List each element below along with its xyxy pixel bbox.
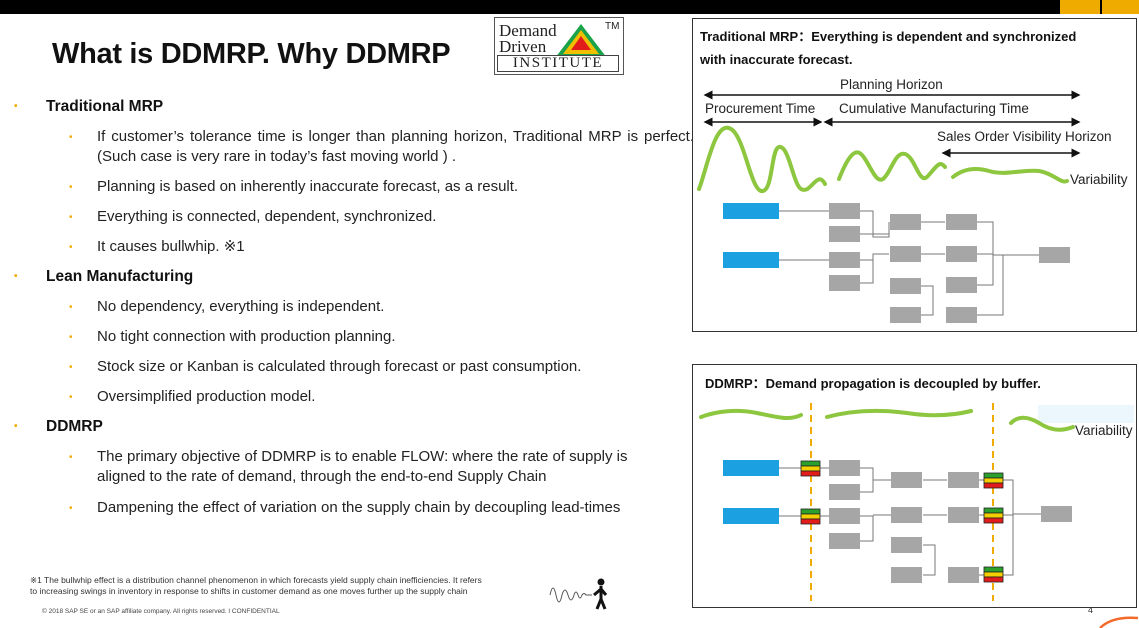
page-number: 4	[1088, 605, 1094, 615]
connector-lines	[779, 210, 1039, 316]
procurement-time-label: Procurement Time	[705, 101, 816, 116]
connector-lines	[779, 467, 1041, 576]
list-item: • Stock size or Kanban is calculated thro…	[69, 358, 582, 375]
sales-visibility-label: Sales Order Visibility Horizon	[937, 129, 1112, 144]
list-item: • No dependency, everything is independen…	[69, 298, 385, 315]
panel-title-line: with inaccurate forecast.	[700, 52, 853, 67]
node-boxes	[829, 203, 1070, 323]
top-bar-accent	[1102, 0, 1139, 14]
list-item: • The primary objective of DDMRP is to en…	[69, 448, 628, 485]
panel-title: DDMRP：Demand propagation is decoupled by…	[705, 376, 1041, 391]
buffer-icons	[800, 460, 1004, 583]
footnote-line: to increasing swings in inventory in res…	[30, 586, 468, 596]
panel-title-line: Traditional MRP：Everything is dependent …	[700, 29, 1077, 44]
copyright: © 2018 SAP SE or an SAP affiliate compan…	[42, 608, 280, 615]
source-boxes	[723, 460, 779, 524]
variability-label: Variability	[1070, 172, 1128, 187]
logo-trademark: TM	[605, 21, 620, 32]
buffer-lines	[810, 403, 994, 601]
top-bar	[0, 0, 1139, 14]
ddmrp-panel: DDMRP：Demand propagation is decoupled by…	[692, 364, 1137, 608]
buffer-icon	[983, 507, 1004, 524]
list-item: • Everything is connected, dependent, syn…	[69, 208, 437, 225]
buffer-icon	[800, 508, 821, 525]
traditional-mrp-diagram	[697, 90, 1081, 323]
planning-horizon-label: Planning Horizon	[840, 77, 943, 92]
variability-waves	[699, 408, 1075, 432]
footnote: ※1 The bullwhip effect is a distribution…	[30, 575, 550, 597]
buffer-icon	[983, 472, 1004, 489]
top-bar-accent	[1060, 0, 1100, 14]
list-item: • Dampening the effect of variation on th…	[69, 499, 621, 516]
corner-swoosh-icon	[1099, 616, 1139, 628]
ddmrp-diagram	[699, 403, 1134, 601]
list-item: • Oversimplified production model.	[69, 388, 316, 405]
logo-text-line1: Demand	[499, 21, 557, 40]
logo-triangle-icon	[555, 24, 607, 58]
cumulative-time-label: Cumulative Manufacturing Time	[839, 101, 1029, 116]
list-item: • Planning is based on inherently inaccur…	[69, 178, 519, 195]
logo-text-line2: Driven	[499, 37, 547, 56]
logo-text-institute: INSTITUTE	[497, 55, 619, 72]
traditional-mrp-panel: Traditional MRP：Everything is dependent …	[692, 18, 1137, 332]
variability-waves	[697, 125, 1069, 193]
slide-title: What is DDMRP. Why DDMRP	[52, 38, 451, 70]
node-boxes	[829, 460, 1072, 583]
source-boxes	[723, 203, 779, 268]
highlight-strip	[1038, 405, 1134, 423]
variability-label: Variability	[1075, 423, 1133, 438]
buffer-icon	[983, 566, 1004, 583]
list-item: • It causes bullwhip. ※1	[69, 238, 245, 255]
buffer-icon	[800, 460, 821, 477]
demand-driven-institute-logo: Demand Driven TM INSTITUTE	[494, 17, 624, 75]
footnote-line: ※1 The bullwhip effect is a distribution…	[30, 575, 482, 585]
list-item: • No tight connection with production pla…	[69, 328, 396, 345]
list-item: • If customer’s tolerance time is longer …	[69, 128, 694, 165]
horizon-arrows	[703, 90, 1081, 158]
bullwhip-person-icon	[549, 578, 608, 610]
